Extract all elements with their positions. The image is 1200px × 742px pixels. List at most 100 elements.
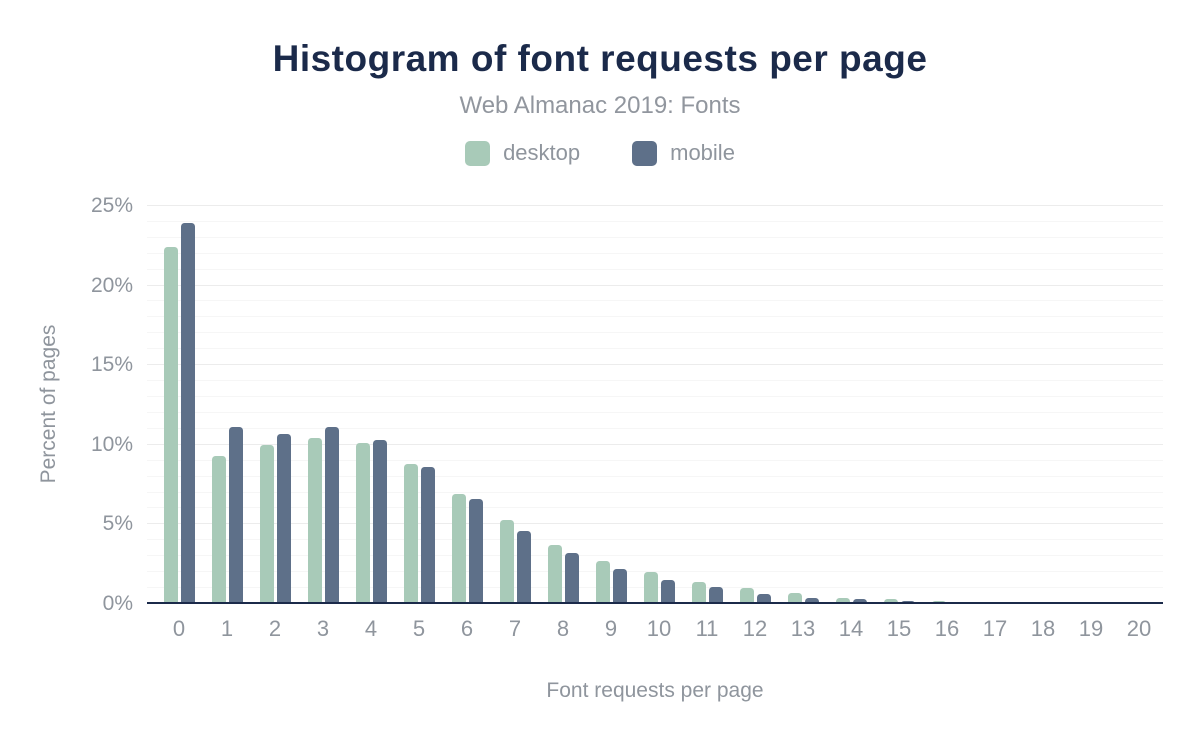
bar-group-11 (683, 190, 731, 604)
x-axis-line (147, 601, 1163, 604)
bar-desktop-12 (739, 588, 754, 604)
gridline-minor (147, 396, 1163, 397)
x-tick-label-16: 16 (934, 616, 960, 641)
gridline-minor (147, 332, 1163, 334)
bar-group-15 (875, 190, 923, 604)
gridline-minor (147, 268, 1163, 270)
bar-mobile-0 (180, 223, 195, 604)
bar-group-10 (635, 190, 683, 604)
y-tick-label-15: 15% (90, 353, 133, 377)
bars (147, 190, 1163, 604)
legend-label-desktop: desktop (503, 140, 581, 165)
bar-mobile-3 (324, 427, 339, 604)
bar-desktop-11 (691, 581, 706, 604)
bar-desktop-1 (211, 455, 226, 604)
gridline-minor (147, 491, 1163, 493)
bar-desktop-8 (547, 545, 562, 604)
x-tick-label-6: 6 (460, 616, 474, 641)
gridline-major (147, 204, 1163, 206)
bar-group-3 (299, 190, 347, 604)
bar-group-1 (203, 190, 251, 604)
plot-area (147, 190, 1163, 604)
bar-group-14 (827, 190, 875, 604)
x-tick-label-9: 9 (604, 616, 618, 641)
x-tick-label-11: 11 (695, 616, 719, 641)
desktop-swatch-icon (465, 140, 491, 166)
y-tick-label-25: 25% (90, 193, 133, 217)
gridline-minor (147, 252, 1163, 254)
x-tick-label-1: 1 (220, 616, 234, 641)
x-tick-label-2: 2 (268, 616, 282, 641)
bar-group-13 (779, 190, 827, 604)
x-tick-label-17: 17 (982, 616, 1008, 641)
gridline-major (147, 523, 1163, 525)
gridline-minor (147, 507, 1163, 509)
x-axis-tick-labels: 0 1 2 3 4 5 6 7 8 9 10 11 12 13 14 15 16 17 18 19 20 (147, 616, 1163, 642)
bar-mobile-1 (228, 427, 243, 604)
bar-desktop-5 (403, 463, 418, 604)
gridline-minor (147, 411, 1163, 413)
bar-desktop-6 (451, 494, 466, 604)
x-tick-label-5: 5 (412, 616, 426, 641)
bar-group-17 (971, 190, 1019, 604)
legend: desktop mobile (0, 140, 1200, 166)
gridline-minor (147, 475, 1163, 477)
gridline-minor (147, 348, 1163, 350)
y-tick-label-10: 10% (90, 432, 133, 456)
mobile-swatch-icon (632, 140, 658, 166)
bar-group-4 (347, 190, 395, 604)
gridline-major (147, 364, 1163, 366)
gridline-major (147, 443, 1163, 445)
x-axis-title: Font requests per page (546, 679, 764, 702)
x-tick-label-13: 13 (790, 616, 816, 641)
x-tick-label-10: 10 (646, 616, 672, 641)
bar-group-8 (539, 190, 587, 604)
bar-desktop-3 (307, 438, 322, 604)
x-tick-label-12: 12 (742, 616, 768, 641)
bar-mobile-7 (516, 530, 531, 604)
bar-mobile-5 (420, 467, 435, 604)
bar-desktop-10 (643, 572, 658, 604)
bar-mobile-4 (372, 440, 387, 604)
bar-mobile-9 (612, 568, 627, 604)
gridline-minor (147, 380, 1163, 382)
x-tick-label-14: 14 (838, 616, 864, 641)
bar-group-19 (1067, 190, 1115, 604)
bar-desktop-7 (499, 519, 514, 604)
bar-mobile-6 (468, 498, 483, 604)
y-tick-label-20: 20% (90, 273, 133, 297)
y-tick-label-5: 5% (102, 512, 133, 536)
x-tick-label-8: 8 (556, 616, 570, 641)
bar-mobile-12 (756, 594, 771, 604)
bar-group-18 (1019, 190, 1067, 604)
legend-label-mobile: mobile (670, 140, 735, 165)
chart-subtitle: Web Almanac 2019: Fonts (459, 92, 741, 119)
bar-group-6 (443, 190, 491, 604)
gridline-minor (147, 220, 1163, 222)
bar-mobile-8 (564, 553, 579, 604)
chart-title: Histogram of font requests per page (272, 38, 928, 79)
bar-group-20 (1115, 190, 1163, 604)
bar-desktop-9 (595, 561, 610, 604)
gridline-minor (147, 459, 1163, 461)
bar-group-5 (395, 190, 443, 604)
bar-desktop-2 (259, 444, 274, 604)
x-tick-label-4: 4 (364, 616, 378, 641)
bar-mobile-11 (708, 586, 723, 604)
gridline-minor (147, 316, 1163, 318)
bar-desktop-14 (835, 597, 850, 604)
legend-item-mobile: mobile (632, 140, 735, 166)
x-tick-label-15: 15 (886, 616, 912, 641)
gridline-minor (147, 539, 1163, 541)
x-tick-label-3: 3 (316, 616, 330, 641)
gridline-minor (147, 427, 1163, 429)
x-tick-label-19: 19 (1078, 616, 1104, 641)
bar-group-16 (923, 190, 971, 604)
bar-group-7 (491, 190, 539, 604)
bar-group-12 (731, 190, 779, 604)
bar-desktop-4 (355, 443, 370, 604)
gridline-minor (147, 555, 1163, 557)
gridline-minor (147, 236, 1163, 238)
bar-group-0 (155, 190, 203, 604)
gridline-minor (147, 300, 1163, 302)
